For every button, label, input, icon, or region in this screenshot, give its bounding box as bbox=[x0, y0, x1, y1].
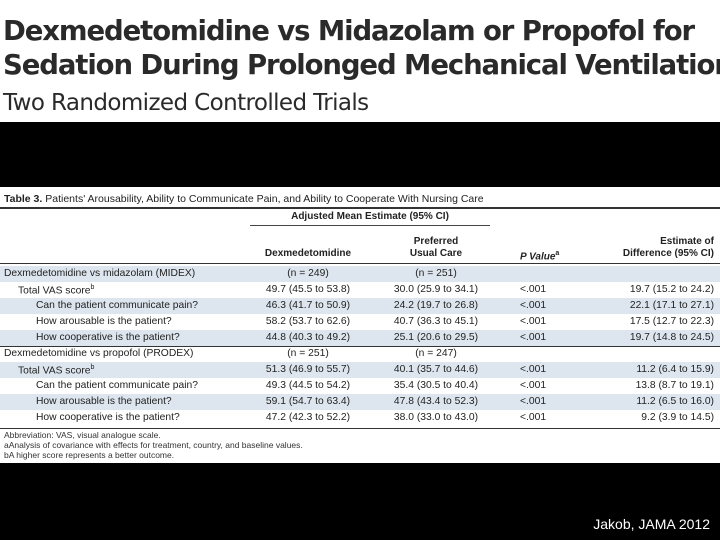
cell-dexmedetomidine: 49.7 (45.5 to 53.8) bbox=[265, 284, 351, 295]
cell-dexmedetomidine: 58.2 (53.7 to 62.6) bbox=[265, 316, 351, 327]
row-label-text: Total VAS score bbox=[18, 285, 91, 297]
title-line-1: Dexmedetomidine vs Midazolam or Propofol… bbox=[3, 15, 695, 47]
cell-p-value: <.001 bbox=[520, 332, 547, 343]
row-label: Total VAS scoreb bbox=[18, 284, 94, 296]
table-row: How arousable is the patient? 58.2 (53.7 … bbox=[0, 314, 720, 330]
col-header-diff: Estimate of Difference (95% CI) bbox=[600, 236, 714, 260]
header-rule bbox=[0, 263, 720, 264]
table-row: How arousable is the patient? 59.1 (54.7 … bbox=[0, 394, 720, 410]
cell-usual-care: (n = 251) bbox=[415, 268, 457, 279]
col-header-p: P Valuea bbox=[520, 248, 580, 263]
row-label: How arousable is the patient? bbox=[36, 316, 172, 327]
cell-p-value: <.001 bbox=[520, 412, 547, 423]
cell-p-value: <.001 bbox=[520, 380, 547, 391]
table-caption-text: Patients' Arousability, Ability to Commu… bbox=[45, 193, 484, 205]
results-table: Table 3. Patients' Arousability, Ability… bbox=[0, 187, 720, 463]
cell-p-value: <.001 bbox=[520, 364, 547, 375]
row-label-text: Can the patient communicate pain? bbox=[36, 300, 198, 311]
cell-usual-care: 25.1 (20.6 to 29.5) bbox=[393, 332, 479, 343]
table-row: How cooperative is the patient? 47.2 (42.… bbox=[0, 410, 720, 426]
row-label-text: How arousable is the patient? bbox=[36, 396, 172, 407]
table-row: Total VAS scoreb 49.7 (45.5 to 53.8) 30.0 … bbox=[0, 282, 720, 298]
row-label-text: Dexmedetomidine vs midazolam (MIDEX) bbox=[4, 268, 196, 279]
group-header-rule bbox=[250, 225, 490, 226]
row-label-text: How arousable is the patient? bbox=[36, 316, 172, 327]
col-header-dex: Dexmedetomidine bbox=[264, 248, 352, 259]
row-label: Total VAS scoreb bbox=[18, 364, 94, 376]
cell-dexmedetomidine: 49.3 (44.5 to 54.2) bbox=[265, 380, 351, 391]
cell-dexmedetomidine: 46.3 (41.7 to 50.9) bbox=[265, 300, 351, 311]
row-label-text: Can the patient communicate pain? bbox=[36, 380, 198, 391]
table-caption: Table 3. Patients' Arousability, Ability… bbox=[4, 193, 484, 205]
row-label: Dexmedetomidine vs propofol (PRODEX) bbox=[4, 348, 193, 359]
table-row: Dexmedetomidine vs propofol (PRODEX) (n =… bbox=[0, 346, 720, 362]
row-label-text: Dexmedetomidine vs propofol (PRODEX) bbox=[4, 348, 194, 359]
col-header-diff-line2: Difference (95% CI) bbox=[622, 248, 714, 259]
row-label: How cooperative is the patient? bbox=[36, 332, 180, 343]
table-row: Can the patient communicate pain? 46.3 (4… bbox=[0, 298, 720, 314]
cell-usual-care: 35.4 (30.5 to 40.4) bbox=[393, 380, 479, 391]
cell-difference: 11.2 (6.5 to 16.0) bbox=[636, 396, 714, 407]
cell-difference: 22.1 (17.1 to 27.1) bbox=[629, 300, 714, 311]
slide-header: Dexmedetomidine vs Midazolam or Propofol… bbox=[0, 0, 720, 122]
cell-p-value: <.001 bbox=[520, 284, 547, 295]
col-header-diff-line1: Estimate of bbox=[660, 236, 714, 247]
title-line-2: Sedation During Prolonged Mechanical Ven… bbox=[3, 49, 720, 81]
cell-usual-care: 30.0 (25.9 to 34.1) bbox=[393, 284, 479, 295]
cell-p-value: <.001 bbox=[520, 300, 547, 311]
cell-dexmedetomidine: 59.1 (54.7 to 63.4) bbox=[265, 396, 351, 407]
col-header-usual: Preferred Usual Care bbox=[386, 236, 486, 260]
cell-difference: 11.2 (6.4 to 15.9) bbox=[636, 364, 714, 375]
table-row: Dexmedetomidine vs midazolam (MIDEX) (n =… bbox=[0, 266, 720, 282]
note-b: bA higher score represents a better outc… bbox=[4, 450, 175, 460]
col-header-p-sup: a bbox=[555, 250, 560, 257]
row-label-text: How cooperative is the patient? bbox=[36, 332, 180, 343]
cell-difference: 13.8 (8.7 to 19.1) bbox=[635, 380, 714, 391]
row-label-text: How cooperative is the patient? bbox=[36, 412, 180, 423]
slide-subtitle: Two Randomized Controlled Trials bbox=[3, 90, 369, 116]
group-header: Adjusted Mean Estimate (95% CI) bbox=[291, 211, 449, 222]
cell-dexmedetomidine: (n = 249) bbox=[287, 268, 329, 279]
trial-divider-rule bbox=[0, 346, 720, 347]
note-a: aAnalysis of covariance with effects for… bbox=[4, 440, 303, 450]
cell-p-value: <.001 bbox=[520, 396, 547, 407]
cell-dexmedetomidine: (n = 251) bbox=[287, 348, 329, 359]
row-label: Can the patient communicate pain? bbox=[36, 300, 198, 311]
table-row: Can the patient communicate pain? 49.3 (4… bbox=[0, 378, 720, 394]
cell-dexmedetomidine: 44.8 (40.3 to 49.2) bbox=[265, 332, 351, 343]
cell-difference: 9.2 (3.9 to 14.5) bbox=[641, 412, 714, 423]
slide-title: Dexmedetomidine vs Midazolam or Propofol… bbox=[3, 14, 720, 82]
row-label: Dexmedetomidine vs midazolam (MIDEX) bbox=[4, 268, 195, 279]
col-header-p-label: P Value bbox=[520, 251, 556, 263]
cell-p-value: <.001 bbox=[520, 316, 547, 327]
cell-dexmedetomidine: 47.2 (42.3 to 52.2) bbox=[265, 412, 351, 423]
cell-usual-care: (n = 247) bbox=[415, 348, 457, 359]
note-abbrev: Abbreviation: VAS, visual analogue scale… bbox=[4, 430, 161, 440]
citation: Jakob, JAMA 2012 bbox=[593, 516, 710, 532]
table-top-rule bbox=[0, 207, 720, 209]
cell-usual-care: 24.2 (19.7 to 26.8) bbox=[393, 300, 479, 311]
row-label-text: Total VAS score bbox=[18, 365, 91, 377]
cell-usual-care: 47.8 (43.4 to 52.3) bbox=[393, 396, 479, 407]
col-header-usual-line1: Preferred bbox=[413, 236, 459, 247]
table-label: Table 3. bbox=[4, 193, 43, 205]
row-footnote-marker: b bbox=[90, 364, 95, 371]
col-header-usual-line2: Usual Care bbox=[409, 248, 463, 259]
row-label: How arousable is the patient? bbox=[36, 396, 172, 407]
cell-difference: 17.5 (12.7 to 22.3) bbox=[629, 316, 714, 327]
table-notes: Abbreviation: VAS, visual analogue scale… bbox=[4, 430, 303, 460]
row-label: How cooperative is the patient? bbox=[36, 412, 180, 423]
row-footnote-marker: b bbox=[90, 284, 95, 291]
table-bottom-rule bbox=[0, 428, 720, 429]
cell-usual-care: 40.7 (36.3 to 45.1) bbox=[393, 316, 479, 327]
cell-difference: 19.7 (14.8 to 24.5) bbox=[629, 332, 714, 343]
cell-difference: 19.7 (15.2 to 24.2) bbox=[629, 284, 714, 295]
cell-dexmedetomidine: 51.3 (46.9 to 55.7) bbox=[265, 364, 351, 375]
row-label: Can the patient communicate pain? bbox=[36, 380, 198, 391]
cell-usual-care: 40.1 (35.7 to 44.6) bbox=[393, 364, 479, 375]
cell-usual-care: 38.0 (33.0 to 43.0) bbox=[393, 412, 479, 423]
table-row: How cooperative is the patient? 44.8 (40.… bbox=[0, 330, 720, 346]
table-row: Total VAS scoreb 51.3 (46.9 to 55.7) 40.1 … bbox=[0, 362, 720, 378]
